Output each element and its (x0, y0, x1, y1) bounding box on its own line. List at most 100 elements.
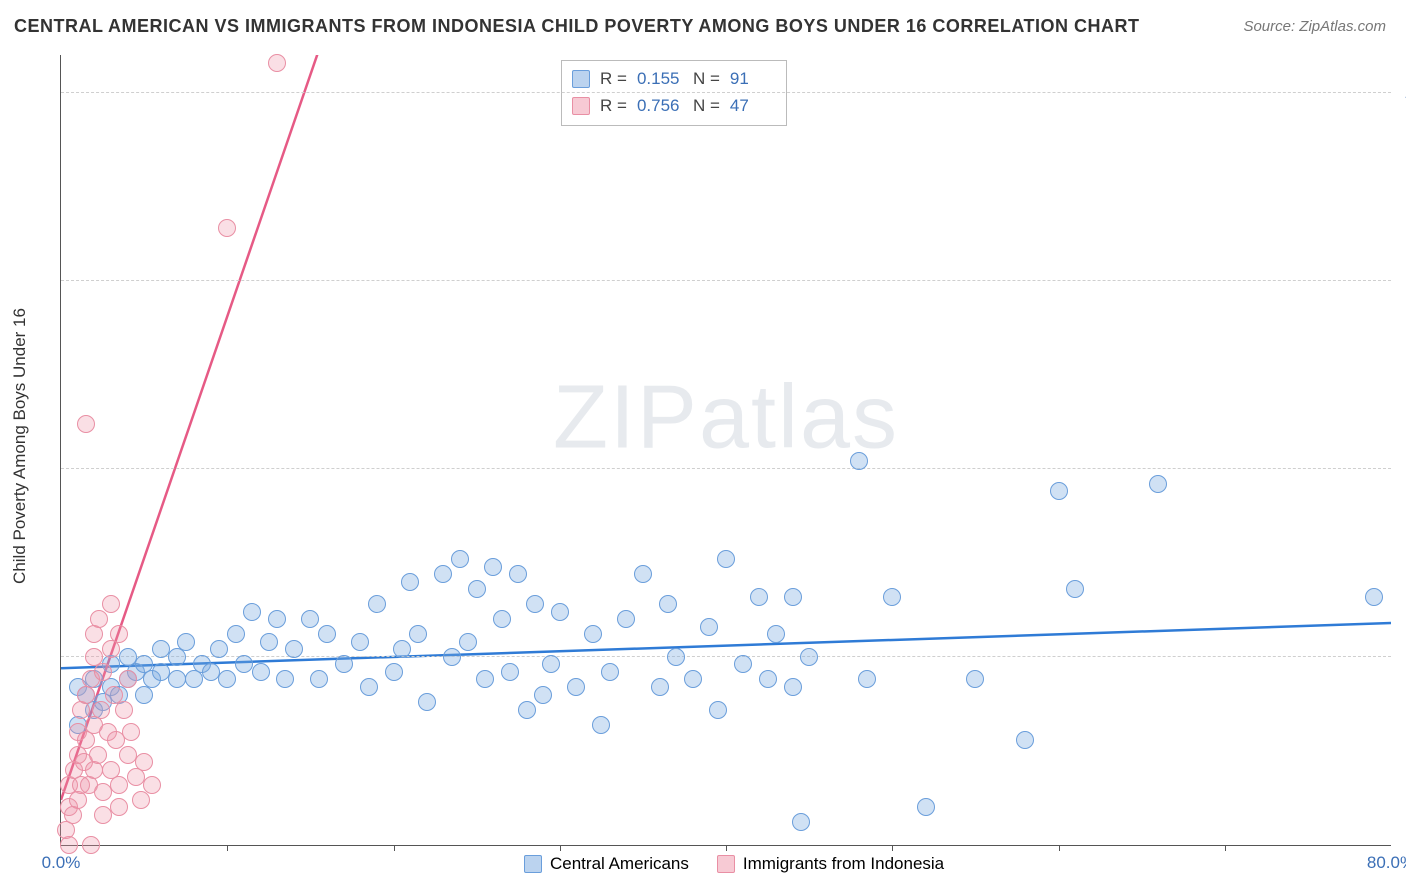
x-tick-minor (892, 845, 893, 851)
legend-n-value-2: 47 (730, 92, 776, 119)
legend-item: Immigrants from Indonesia (717, 854, 944, 874)
chart-title: CENTRAL AMERICAN VS IMMIGRANTS FROM INDO… (14, 16, 1140, 37)
scatter-point (800, 648, 818, 666)
scatter-point (110, 776, 128, 794)
watermark-zip: ZIP (553, 368, 699, 468)
legend-label: Central Americans (550, 854, 689, 874)
legend-label: Immigrants from Indonesia (743, 854, 944, 874)
scatter-point (92, 701, 110, 719)
scatter-point (501, 663, 519, 681)
x-tick-minor (726, 845, 727, 851)
scatter-point (509, 565, 527, 583)
scatter-point (883, 588, 901, 606)
scatter-point (1016, 731, 1034, 749)
scatter-point (443, 648, 461, 666)
scatter-point (1365, 588, 1383, 606)
legend-swatch-pink (572, 97, 590, 115)
scatter-point (360, 678, 378, 696)
scatter-point (917, 798, 935, 816)
legend-item: Central Americans (524, 854, 689, 874)
x-tick-minor (1059, 845, 1060, 851)
scatter-point (551, 603, 569, 621)
legend-n-value-1: 91 (730, 65, 776, 92)
scatter-point (401, 573, 419, 591)
scatter-point (77, 415, 95, 433)
scatter-point (119, 746, 137, 764)
scatter-point (717, 550, 735, 568)
scatter-point (750, 588, 768, 606)
scatter-point (567, 678, 585, 696)
scatter-point (152, 640, 170, 658)
scatter-point (85, 761, 103, 779)
x-tick-label: 0.0% (42, 853, 81, 873)
scatter-point (634, 565, 652, 583)
scatter-point (493, 610, 511, 628)
x-tick-minor (1225, 845, 1226, 851)
scatter-point (235, 655, 253, 673)
scatter-point (60, 836, 78, 854)
scatter-point (335, 655, 353, 673)
scatter-point (1149, 475, 1167, 493)
legend-r-label: R = (600, 92, 627, 119)
legend-r-value-1: 0.155 (637, 65, 683, 92)
legend-swatch-pink (717, 855, 735, 873)
scatter-point (759, 670, 777, 688)
scatter-point (110, 798, 128, 816)
scatter-point (227, 625, 245, 643)
scatter-point (526, 595, 544, 613)
scatter-point (260, 633, 278, 651)
watermark-atlas: atlas (699, 368, 899, 468)
gridline-horizontal (61, 656, 1391, 657)
scatter-point (476, 670, 494, 688)
scatter-point (434, 565, 452, 583)
scatter-point (858, 670, 876, 688)
legend-n-label: N = (693, 92, 720, 119)
scatter-point (152, 663, 170, 681)
scatter-point (318, 625, 336, 643)
scatter-point (268, 610, 286, 628)
scatter-point (132, 791, 150, 809)
scatter-point (110, 625, 128, 643)
legend-swatch-blue (572, 70, 590, 88)
watermark: ZIPatlas (553, 367, 899, 470)
scatter-point (542, 655, 560, 673)
scatter-point (252, 663, 270, 681)
scatter-point (210, 640, 228, 658)
scatter-point (966, 670, 984, 688)
legend-stats: R = 0.155 N = 91 R = 0.756 N = 47 (561, 60, 787, 126)
scatter-point (94, 663, 112, 681)
legend-n-label: N = (693, 65, 720, 92)
scatter-point (285, 640, 303, 658)
scatter-point (484, 558, 502, 576)
scatter-point (94, 783, 112, 801)
scatter-point (301, 610, 319, 628)
scatter-point (518, 701, 536, 719)
scatter-point (1050, 482, 1068, 500)
scatter-point (385, 663, 403, 681)
scatter-point (351, 633, 369, 651)
gridline-horizontal (61, 468, 1391, 469)
scatter-point (617, 610, 635, 628)
scatter-point (784, 678, 802, 696)
scatter-plot-area: ZIPatlas R = 0.155 N = 91 R = 0.756 N = … (60, 55, 1391, 846)
scatter-point (69, 791, 87, 809)
legend-swatch-blue (524, 855, 542, 873)
scatter-point (767, 625, 785, 643)
scatter-point (534, 686, 552, 704)
scatter-point (202, 663, 220, 681)
scatter-point (792, 813, 810, 831)
scatter-point (122, 723, 140, 741)
scatter-point (700, 618, 718, 636)
legend-stats-row: R = 0.756 N = 47 (572, 92, 776, 119)
scatter-point (418, 693, 436, 711)
legend-r-value-2: 0.756 (637, 92, 683, 119)
y-axis-label: Child Poverty Among Boys Under 16 (10, 308, 30, 584)
scatter-point (102, 595, 120, 613)
scatter-point (592, 716, 610, 734)
scatter-point (1066, 580, 1084, 598)
scatter-point (409, 625, 427, 643)
gridline-horizontal (61, 280, 1391, 281)
scatter-point (89, 746, 107, 764)
scatter-point (143, 776, 161, 794)
scatter-point (177, 633, 195, 651)
